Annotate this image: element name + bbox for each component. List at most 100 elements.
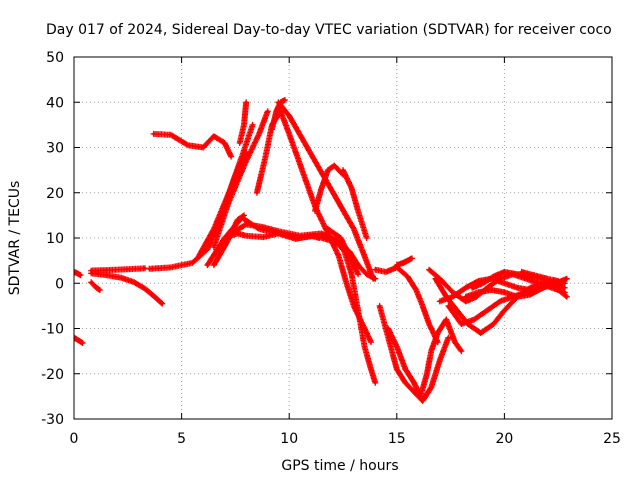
data-point [326, 182, 330, 186]
data-point [339, 236, 343, 240]
data-point [186, 143, 190, 147]
data-point [406, 275, 409, 278]
data-point [89, 269, 93, 272]
x-tick-label: 25 [603, 431, 621, 447]
series-arc-10 [150, 130, 235, 160]
y-tick-label: -10 [41, 322, 64, 338]
data-point [503, 270, 506, 274]
series-arc-19 [340, 167, 370, 241]
data-point [481, 281, 485, 285]
series-markers [88, 265, 148, 274]
data-point [421, 304, 425, 308]
data-point [341, 168, 345, 172]
data-point [365, 272, 369, 276]
data-point [169, 133, 173, 137]
data-point [438, 358, 442, 362]
data-point [404, 367, 407, 371]
y-tick-label: -30 [41, 412, 64, 428]
data-point [104, 273, 108, 277]
data-point [147, 267, 151, 271]
data-point [238, 141, 242, 145]
data-point [384, 270, 388, 274]
data-point [190, 261, 194, 265]
data-point [244, 159, 248, 163]
data-point [386, 327, 390, 330]
series-arc-21 [324, 225, 379, 282]
data-point [212, 227, 216, 231]
data-point [206, 263, 209, 267]
data-point [143, 287, 147, 291]
series-arc-2 [74, 268, 84, 279]
data-point [412, 381, 416, 385]
data-point [294, 237, 298, 241]
data-point [320, 232, 323, 235]
data-point [126, 267, 130, 271]
data-point [515, 272, 519, 276]
series-markers [150, 130, 235, 160]
data-point [386, 336, 390, 339]
x-tick-label: 0 [70, 431, 79, 447]
data-point [89, 280, 93, 284]
axis-ticks: 0 5 10 15 20 25 -30 -20 -10 0 10 20 30 40 50 [41, 50, 621, 447]
data-point [81, 341, 85, 345]
data-point [485, 286, 489, 290]
data-point [287, 114, 291, 118]
data-point [201, 146, 205, 149]
data-point [554, 286, 558, 290]
x-tick-label: 20 [495, 431, 513, 447]
series-arc-32 [518, 268, 562, 284]
series-arc-5 [88, 279, 103, 293]
data-point [300, 168, 304, 172]
series-arc-24 [385, 316, 465, 400]
data-point [356, 272, 360, 276]
data-point [470, 286, 474, 290]
data-point [419, 394, 422, 398]
data-point [326, 227, 330, 231]
y-axis-label: SDTVAR / TECUs [7, 181, 23, 296]
data-point [451, 295, 455, 299]
data-point [313, 209, 317, 213]
data-point [244, 234, 248, 238]
data-point [395, 367, 399, 371]
data-point [229, 155, 233, 158]
plot-area [74, 97, 570, 404]
data-point [356, 209, 360, 213]
data-point [563, 286, 567, 290]
data-point [429, 349, 433, 353]
data-point [412, 390, 416, 394]
chart-title: Day 017 of 2024, Sidereal Day-to-day VTE… [46, 22, 612, 38]
data-point [337, 254, 341, 258]
data-point [464, 286, 468, 290]
data-point [528, 288, 532, 292]
data-point [503, 281, 506, 285]
data-point [541, 286, 545, 290]
x-axis-label: GPS time / hours [281, 458, 398, 474]
data-point [363, 345, 366, 348]
data-point [404, 381, 407, 385]
data-point [244, 100, 248, 104]
data-point [528, 293, 532, 296]
data-point [537, 275, 541, 278]
data-point [524, 277, 528, 281]
data-point [438, 299, 442, 303]
data-point [447, 304, 450, 308]
data-point [132, 280, 136, 284]
data-point [287, 132, 291, 136]
data-point [300, 137, 304, 140]
data-point [236, 232, 239, 235]
series-markers [204, 214, 362, 278]
data-point [479, 331, 483, 335]
series-arc-25 [393, 255, 415, 269]
data-point [373, 381, 377, 385]
data-point [429, 385, 433, 389]
series-arc-22 [372, 264, 441, 346]
data-point [369, 340, 373, 344]
series-arc-4 [88, 265, 148, 274]
data-point [270, 127, 274, 131]
data-point [421, 399, 425, 403]
data-point [261, 235, 265, 239]
data-point [447, 336, 450, 339]
data-point [266, 109, 270, 113]
data-point [406, 259, 409, 263]
x-tick-label: 15 [388, 431, 406, 447]
